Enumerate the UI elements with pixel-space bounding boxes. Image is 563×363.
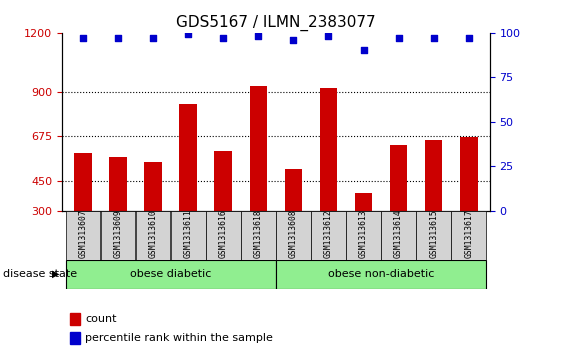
Bar: [425, 140, 443, 211]
FancyBboxPatch shape: [136, 211, 171, 260]
Bar: [285, 169, 302, 211]
Point: [394, 35, 403, 41]
Text: percentile rank within the sample: percentile rank within the sample: [86, 333, 274, 343]
Text: obese non-diabetic: obese non-diabetic: [328, 269, 434, 279]
FancyBboxPatch shape: [241, 211, 276, 260]
Bar: [109, 157, 127, 211]
Text: GSM1313613: GSM1313613: [359, 210, 368, 258]
FancyBboxPatch shape: [346, 211, 381, 260]
FancyBboxPatch shape: [66, 211, 100, 260]
Bar: [355, 193, 372, 211]
Bar: [180, 104, 197, 211]
Point: [78, 35, 87, 41]
Text: count: count: [86, 314, 117, 324]
Bar: [390, 145, 408, 211]
Text: GSM1313607: GSM1313607: [78, 210, 87, 258]
Text: ▶: ▶: [52, 269, 59, 279]
Point: [464, 35, 473, 41]
Text: GSM1313616: GSM1313616: [219, 210, 228, 258]
FancyBboxPatch shape: [66, 260, 276, 289]
FancyBboxPatch shape: [416, 211, 451, 260]
Text: GSM1313612: GSM1313612: [324, 210, 333, 258]
Text: disease state: disease state: [3, 269, 77, 279]
Point: [429, 35, 438, 41]
Text: GSM1313608: GSM1313608: [289, 210, 298, 258]
Point: [149, 35, 158, 41]
Text: GSM1313610: GSM1313610: [149, 210, 158, 258]
Text: GSM1313609: GSM1313609: [114, 210, 123, 258]
Title: GDS5167 / ILMN_2383077: GDS5167 / ILMN_2383077: [176, 15, 376, 31]
Bar: [144, 162, 162, 211]
FancyBboxPatch shape: [276, 211, 311, 260]
FancyBboxPatch shape: [452, 211, 486, 260]
FancyBboxPatch shape: [206, 211, 240, 260]
Bar: [320, 88, 337, 211]
FancyBboxPatch shape: [311, 211, 346, 260]
Text: GSM1313617: GSM1313617: [464, 210, 473, 258]
Bar: [74, 153, 92, 211]
FancyBboxPatch shape: [171, 211, 205, 260]
Point: [184, 32, 193, 37]
Bar: [460, 138, 477, 211]
Point: [359, 48, 368, 53]
FancyBboxPatch shape: [101, 211, 136, 260]
Text: GSM1313615: GSM1313615: [429, 210, 438, 258]
Text: obese diabetic: obese diabetic: [130, 269, 211, 279]
Bar: [70, 332, 80, 344]
Point: [254, 33, 263, 39]
FancyBboxPatch shape: [276, 260, 486, 289]
FancyBboxPatch shape: [381, 211, 416, 260]
Bar: [249, 86, 267, 211]
Text: GSM1313611: GSM1313611: [184, 210, 193, 258]
Point: [114, 35, 123, 41]
Point: [289, 37, 298, 43]
Point: [219, 35, 228, 41]
Point: [324, 33, 333, 39]
Bar: [215, 151, 232, 211]
Text: GSM1313614: GSM1313614: [394, 210, 403, 258]
Bar: [70, 313, 80, 325]
Text: GSM1313618: GSM1313618: [254, 210, 263, 258]
